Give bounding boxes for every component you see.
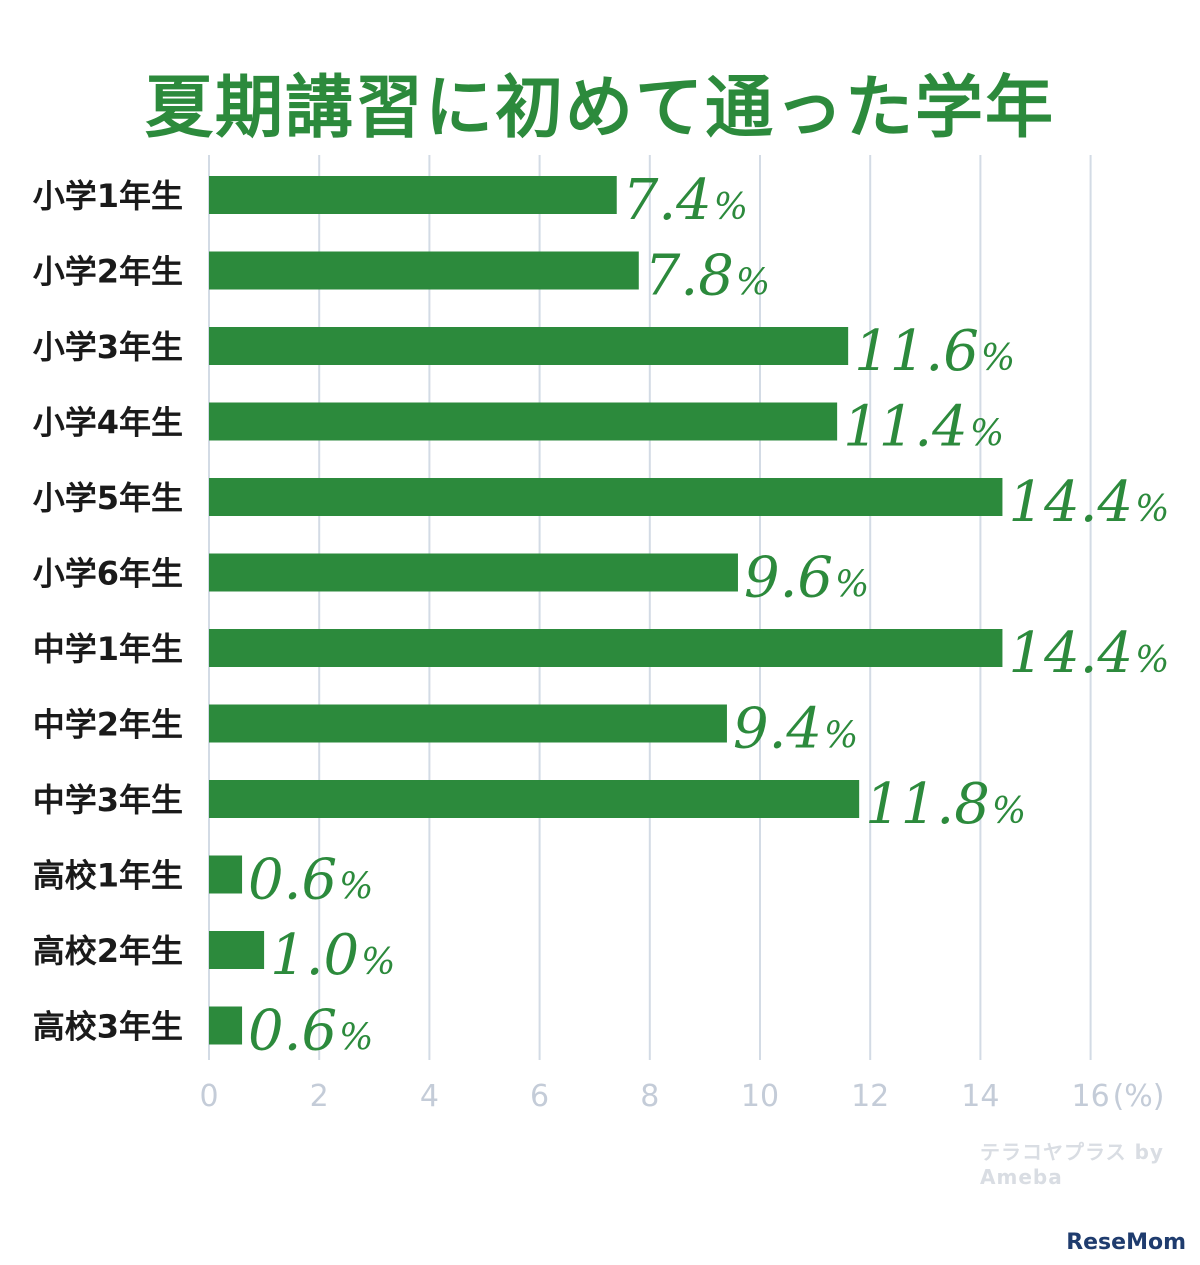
value-labels: 7.4%7.8%11.6%11.4%14.4%9.6%14.4%9.4%11.8… <box>248 168 1169 1064</box>
bar <box>209 553 738 592</box>
chart-title: 夏期講習に初めて通った学年 <box>144 69 1055 148</box>
value-label: 11.6% <box>854 319 1015 384</box>
category-label: 高校3年生 <box>33 1008 183 1046</box>
category-label: 小学3年生 <box>33 328 183 366</box>
x-tick-label: 6 <box>530 1079 549 1114</box>
value-label: 1.0% <box>270 923 395 988</box>
value-label: 7.8% <box>645 244 770 309</box>
bar <box>209 1006 243 1045</box>
category-label: 中学3年生 <box>33 781 183 819</box>
category-label: 小学5年生 <box>33 479 183 517</box>
bar <box>209 176 617 214</box>
x-axis-ticks: 0 2 4 6 8 10 12 14 16 (%) <box>199 1079 1164 1114</box>
x-tick-label: 8 <box>640 1079 659 1114</box>
x-unit-label: (%) <box>1113 1079 1165 1114</box>
value-label: 9.6% <box>744 546 869 611</box>
x-tick-label: 2 <box>310 1079 329 1114</box>
category-label: 中学2年生 <box>33 706 183 744</box>
category-label: 小学6年生 <box>33 555 183 593</box>
value-label: 11.8% <box>865 772 1026 837</box>
value-label: 7.4% <box>623 168 748 233</box>
bar <box>209 704 727 743</box>
x-tick-label: 0 <box>199 1079 218 1114</box>
x-tick-label: 16 <box>1072 1079 1110 1114</box>
category-label: 高校2年生 <box>33 932 183 970</box>
x-tick-label: 14 <box>961 1079 999 1114</box>
category-label: 小学2年生 <box>33 253 183 291</box>
bar <box>209 629 1003 667</box>
category-label: 中学1年生 <box>33 630 183 668</box>
value-label: 14.4% <box>1008 470 1169 535</box>
value-label: 0.6% <box>248 999 373 1064</box>
category-labels: 小学1年生小学2年生小学3年生小学4年生小学5年生小学6年生中学1年生中学2年生… <box>33 177 183 1046</box>
value-label: 14.4% <box>1008 621 1169 686</box>
value-label: 0.6% <box>248 848 373 913</box>
bar <box>209 402 838 441</box>
value-label: 11.4% <box>843 395 1004 460</box>
publisher-logo: ReseMom <box>1066 1230 1186 1255</box>
bar <box>209 931 265 969</box>
source-watermark: テラコヤプラス by Ameba <box>980 1140 1164 1189</box>
x-tick-label: 4 <box>420 1079 439 1114</box>
bar <box>209 780 860 818</box>
category-label: 小学4年生 <box>33 404 183 442</box>
bars <box>209 176 1003 1045</box>
bar <box>209 327 849 365</box>
x-tick-label: 12 <box>851 1079 889 1114</box>
value-label: 9.4% <box>733 697 858 762</box>
bar <box>209 478 1003 516</box>
bar <box>209 855 243 894</box>
x-tick-label: 10 <box>741 1079 779 1114</box>
category-label: 小学1年生 <box>33 177 183 215</box>
category-label: 高校1年生 <box>33 857 183 895</box>
bar <box>209 251 639 290</box>
gridlines <box>208 155 1092 1060</box>
